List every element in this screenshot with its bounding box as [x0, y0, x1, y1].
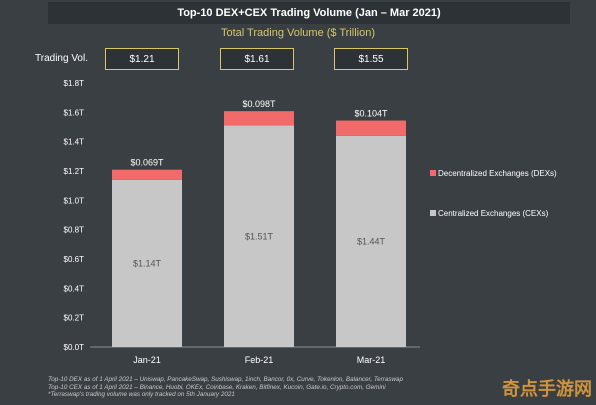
total-box-mar: $1.55 [334, 48, 408, 70]
total-box-jan: $1.21 [105, 48, 179, 70]
chart-subtitle: Total Trading Volume ($ Trillion) [220, 27, 376, 39]
cex-data-label: $1.44T [357, 236, 386, 246]
dex-data-label: $0.098T [242, 99, 276, 109]
y-tick-label: $0.2T [64, 314, 85, 323]
footnote-cex: Top-10 CEX as of 1 April 2021 – Binance,… [48, 383, 386, 391]
trading-vol-label: Trading Vol. [35, 53, 88, 64]
cex-data-label: $1.51T [245, 231, 274, 241]
bar-dex-feb-21 [224, 111, 294, 126]
y-tick-label: $1.0T [64, 196, 85, 205]
legend-swatch [430, 170, 436, 176]
dex-data-label: $0.069T [130, 158, 164, 168]
bar-cex-mar-21 [336, 135, 406, 347]
cex-data-label: $1.14T [133, 258, 162, 268]
chart-title: Top-10 DEX+CEX Trading Volume (Jan – Mar… [48, 2, 570, 24]
footnote-terraswap: *Terraswap's trading volume was only tra… [48, 391, 235, 398]
y-tick-label: $1.2T [64, 167, 85, 176]
y-tick-label: $0.4T [64, 284, 85, 293]
y-tick-label: $0.8T [64, 226, 85, 235]
total-box-feb: $1.61 [220, 48, 294, 70]
y-tick-label: $0.0T [64, 343, 85, 352]
y-tick-label: $1.6T [64, 108, 85, 117]
bar-dex-jan-21 [112, 169, 182, 180]
footnote-dex: Top-10 DEX as of 1 April 2021 – Uniswap,… [48, 376, 404, 383]
bar-cex-jan-21 [112, 179, 182, 347]
x-tick-label: Feb-21 [245, 355, 274, 365]
legend-label: Centralized Exchanges (CEXs) [438, 209, 549, 218]
footnotes: Top-10 DEX as of 1 April 2021 – Uniswap,… [48, 376, 588, 399]
dex-data-label: $0.104T [354, 109, 388, 119]
legend-label: Decentralized Exchanges (DEXs) [438, 169, 557, 178]
y-tick-label: $0.6T [64, 255, 85, 264]
watermark-logo: 奇点手游网 [502, 379, 592, 399]
bar-dex-mar-21 [336, 120, 406, 136]
y-tick-label: $1.8T [64, 79, 85, 88]
y-tick-label: $1.4T [64, 138, 85, 147]
bar-cex-feb-21 [224, 125, 294, 348]
x-tick-label: Jan-21 [133, 355, 161, 365]
x-tick-label: Mar-21 [357, 355, 386, 365]
legend-swatch [430, 210, 436, 216]
